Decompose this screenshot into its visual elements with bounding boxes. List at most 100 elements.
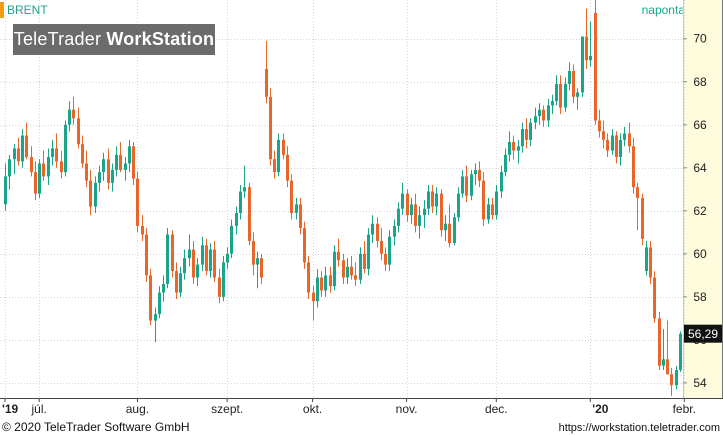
x-axis-labels: '19 júl. aug. szept. okt. nov. dec. '20 febr. — [2, 398, 696, 416]
teletrader-logo: TeleTrader WorkStation — [13, 24, 215, 55]
candle-body — [534, 116, 537, 123]
candle-body — [568, 70, 571, 84]
candle-body — [350, 266, 353, 276]
y-tick-label: 62 — [693, 204, 707, 218]
candle-body — [162, 283, 165, 293]
candle-body — [440, 193, 443, 231]
candle-body — [465, 176, 468, 196]
candle-body — [581, 36, 584, 93]
candle-body — [611, 135, 614, 151]
candle-body — [128, 146, 131, 164]
y-tick-label: 64 — [693, 161, 707, 175]
candle-body — [474, 169, 477, 175]
y-tick-label: 54 — [693, 376, 707, 390]
candle-body — [226, 253, 229, 263]
candle-body — [418, 215, 421, 226]
candle-body — [670, 374, 673, 386]
candle-body — [239, 191, 242, 213]
candle-body — [346, 266, 349, 278]
candle-body — [457, 193, 460, 218]
copyright-text: © 2020 TeleTrader Software GmbH — [2, 420, 190, 434]
candle-body — [222, 262, 225, 297]
candle-body — [4, 176, 7, 205]
candle-body — [205, 245, 208, 272]
x-tick-label: aug. — [126, 402, 149, 416]
candle-body — [102, 159, 105, 173]
candle-body — [487, 204, 490, 220]
candle-body — [21, 135, 24, 162]
x-tick-label: '20 — [592, 402, 609, 416]
candle-body — [218, 277, 221, 297]
candle-body — [414, 204, 417, 226]
candle-body — [431, 191, 434, 207]
x-tick-label: okt. — [303, 402, 322, 416]
candle-body — [559, 83, 562, 108]
candle-body — [585, 36, 588, 61]
candle-body — [342, 260, 345, 278]
candle-body — [500, 172, 503, 192]
candle-body — [359, 253, 362, 280]
last-value-box — [684, 324, 722, 343]
y-tick-label: 66 — [693, 118, 707, 132]
candle-body — [594, 12, 597, 121]
candle-body — [461, 176, 464, 194]
candle-body — [295, 204, 298, 213]
candle-body — [508, 141, 511, 155]
candle-body — [299, 204, 302, 229]
candle-body — [42, 163, 45, 177]
candle-body — [576, 92, 579, 97]
candle-body — [171, 234, 174, 272]
candle-body — [410, 204, 413, 216]
period-label[interactable]: naponta — [641, 3, 685, 17]
candle-body — [504, 154, 507, 173]
candle-body — [269, 96, 272, 160]
candle-body — [444, 223, 447, 231]
x-tick-label: szept. — [211, 402, 243, 416]
candle-body — [60, 161, 63, 173]
candle-body — [166, 234, 169, 284]
candle-body — [115, 154, 118, 170]
candle-series — [4, 0, 682, 396]
candle-body — [158, 292, 161, 315]
candle-body — [324, 275, 327, 291]
candle-body — [17, 148, 20, 162]
candle-body — [641, 197, 644, 239]
candle-body — [89, 180, 92, 207]
candle-body — [290, 180, 293, 213]
source-link[interactable]: https://workstation.teletrader.com — [558, 422, 720, 434]
candle-body — [273, 159, 276, 173]
candle-body — [363, 253, 366, 269]
candle-body — [141, 225, 144, 235]
candle-body — [183, 258, 186, 274]
candle-body — [277, 139, 280, 173]
candle-body — [77, 118, 80, 145]
candle-body — [307, 262, 310, 293]
last-value-marker: 56,29 — [684, 324, 722, 343]
last-value-label: 56,29 — [688, 327, 718, 341]
candle-body — [470, 174, 473, 196]
candle-body — [154, 314, 157, 321]
candle-body — [252, 240, 255, 265]
candle-body — [628, 133, 631, 147]
candle-body — [525, 129, 528, 140]
candle-body — [572, 70, 575, 97]
x-tick-label: febr. — [673, 402, 696, 416]
candle-body — [8, 159, 11, 177]
candle-body — [538, 109, 541, 117]
candle-body — [243, 187, 246, 192]
candle-body — [380, 240, 383, 254]
candle-body — [427, 191, 430, 209]
candle-body — [282, 139, 285, 155]
candle-body — [119, 154, 122, 170]
candle-body — [619, 139, 622, 158]
symbol-label[interactable]: BRENT — [7, 3, 48, 17]
candle-body — [529, 122, 532, 140]
candle-body — [453, 217, 456, 244]
candle-body — [623, 133, 626, 140]
candle-body — [213, 249, 216, 278]
y-tick-label: 58 — [693, 290, 707, 304]
candle-body — [111, 169, 114, 183]
candle-body — [188, 249, 191, 259]
